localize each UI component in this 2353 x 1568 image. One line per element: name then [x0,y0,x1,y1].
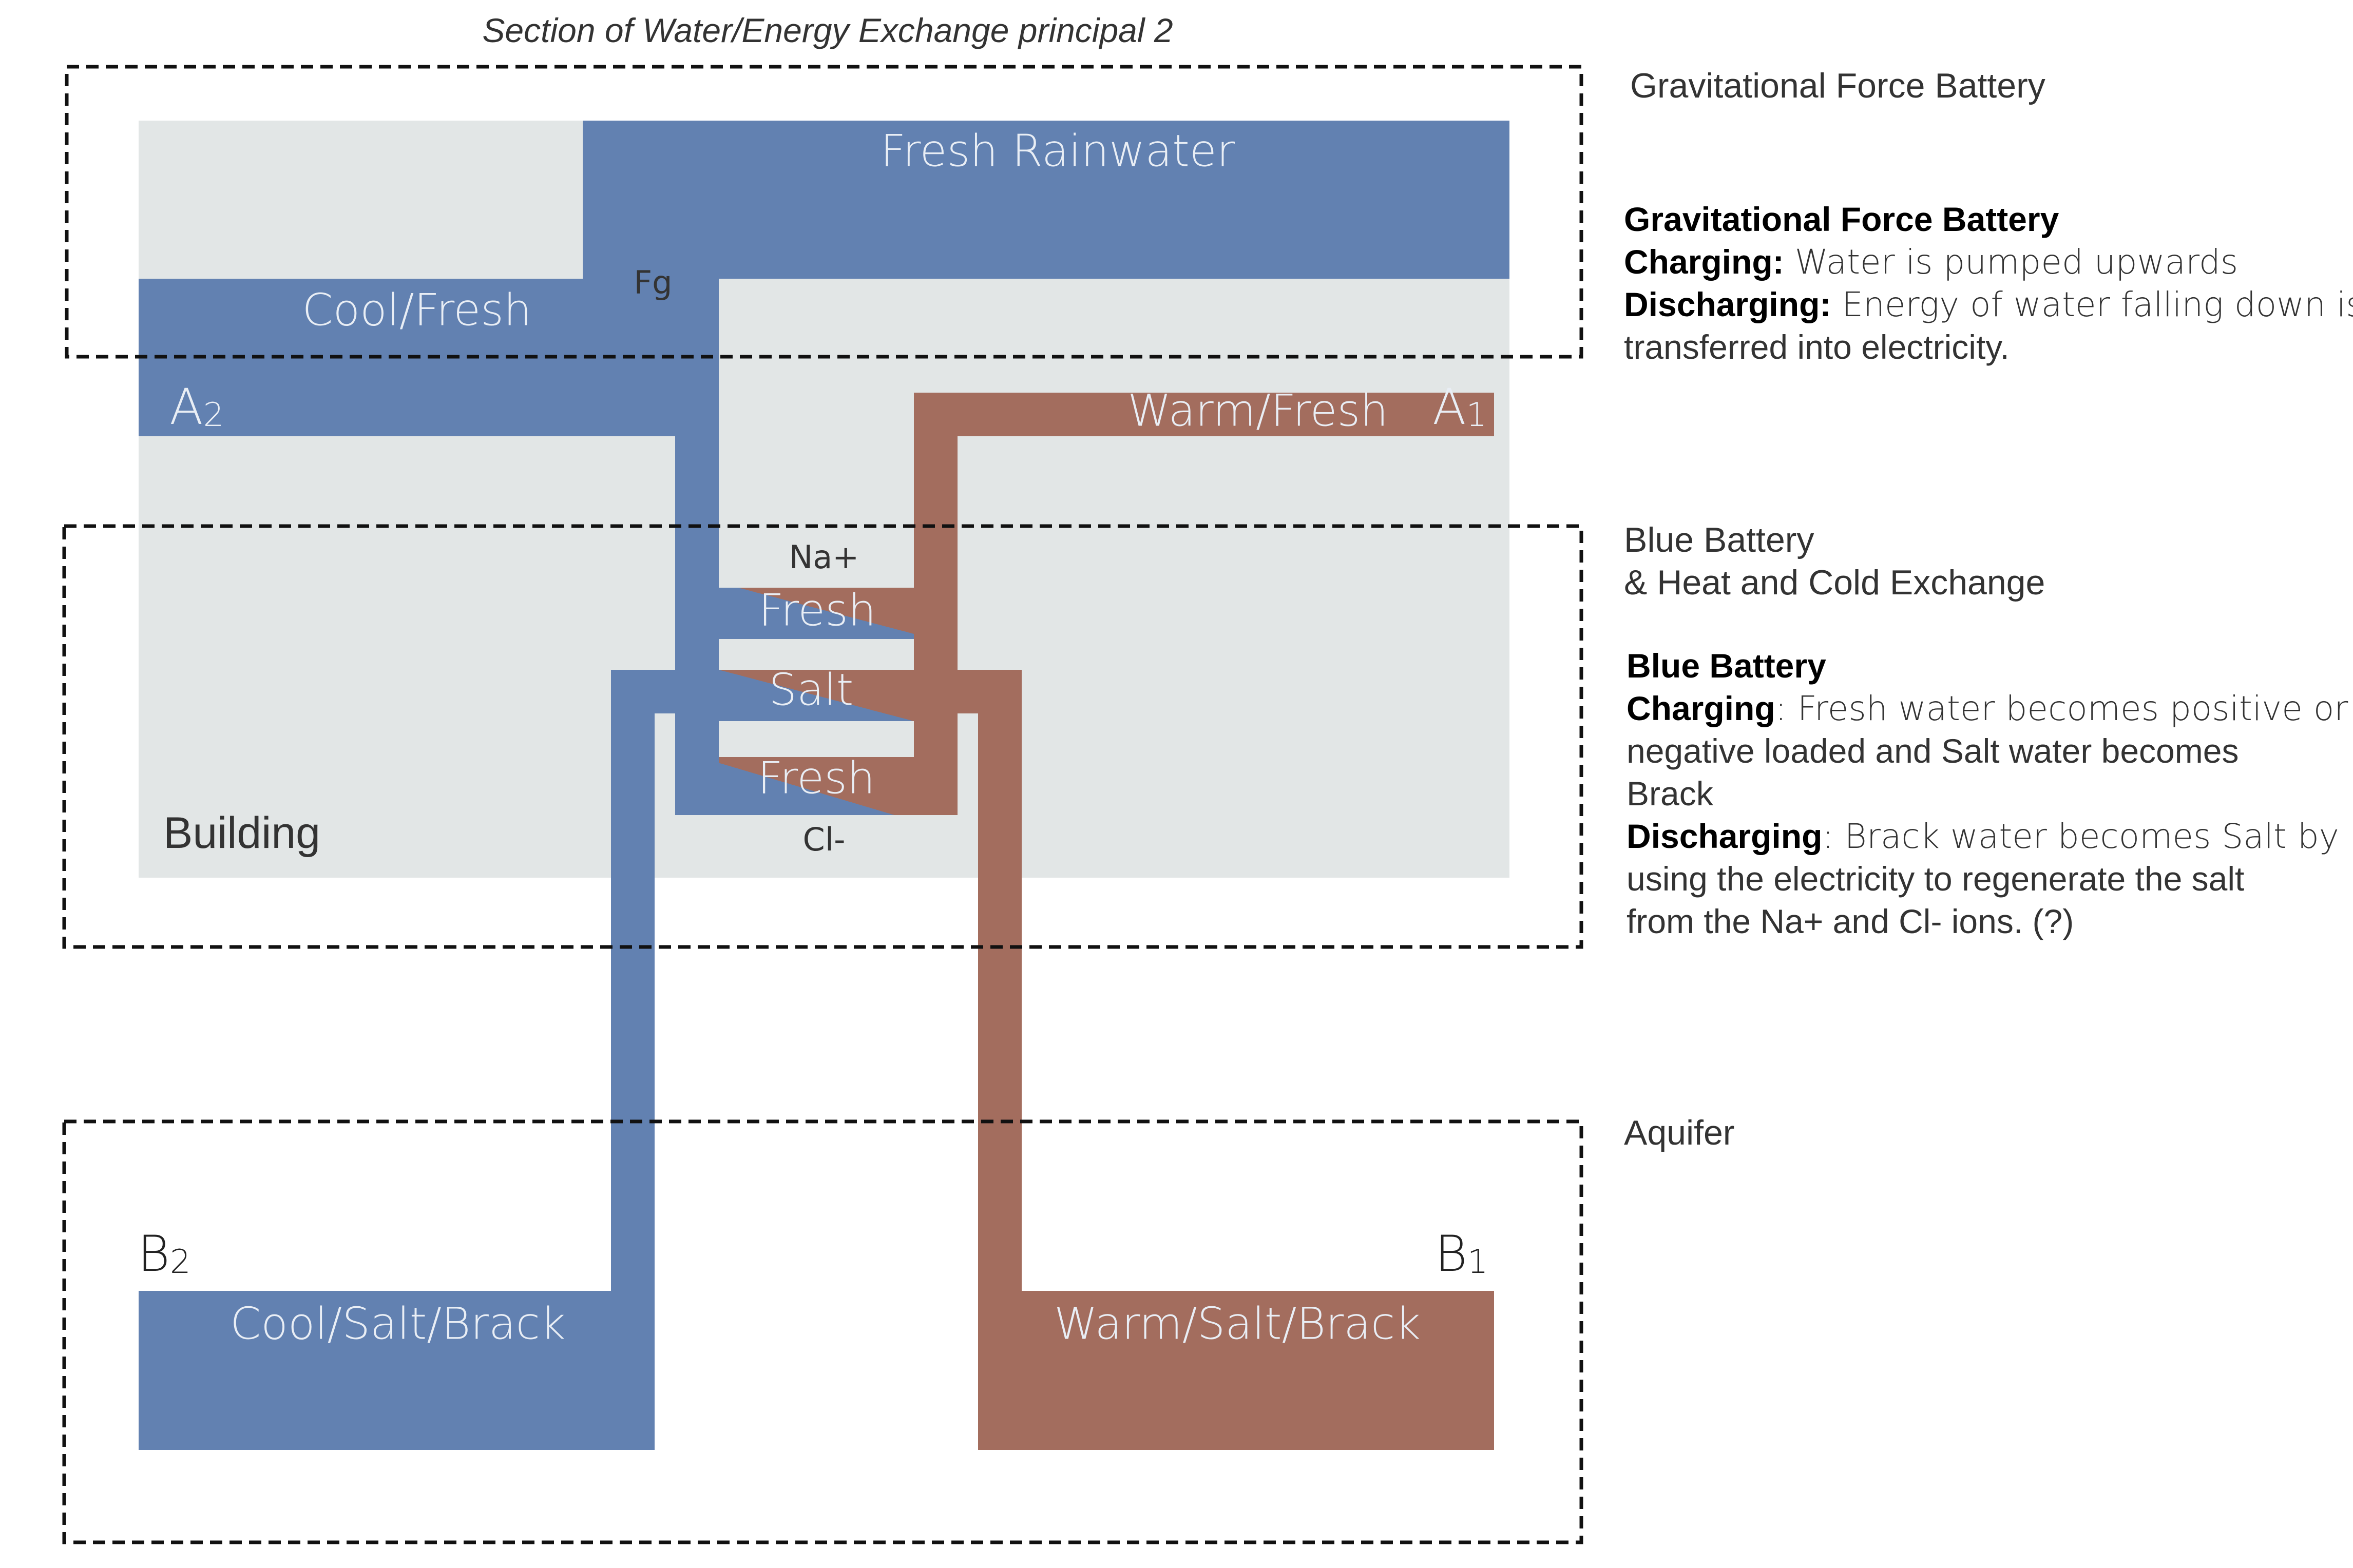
warm-salt-vertical [978,670,1022,1291]
cl-ion-label: Cl- [803,821,846,858]
warm-fresh-channel [914,393,1494,436]
blue-discharging-line-2: using the electricity to regenerate the … [1627,860,2244,898]
fresh-exchange-channel-top [719,588,914,639]
zone-label-blue-1: Blue Battery [1624,520,1814,559]
fresh-exchange-channel-bottom [719,757,914,815]
warm-salt-brack-reservoir [978,1291,1494,1450]
node-a1: A1 [1432,378,1487,436]
blue-battery-zone [62,524,1583,949]
zone-label-gravity: Gravitational Force Battery [1630,66,2045,105]
building-gap-upper [719,279,914,588]
node-a2: A2 [169,378,224,436]
cool-fresh-label: Cool/Fresh [302,285,531,336]
gravity-discharging-line-2: transferred into electricity. [1624,328,2010,366]
blue-charging-line: Charging: Fresh water becomes positive o… [1627,689,2348,728]
fresh-rainwater-label: Fresh Rainwater [881,126,1235,177]
aquifer-zone [62,1119,1583,1544]
salt-label: Salt [769,665,854,716]
blue-description-heading: Blue Battery [1627,647,1826,685]
warm-fresh-label: Warm/Fresh [1127,385,1388,437]
red-pipe-network [914,393,1494,1450]
fresh-bottom-label: Fresh [758,753,875,804]
zone-label-aquifer: Aquifer [1624,1113,1734,1152]
fg-label: Fg [634,264,672,301]
fresh-rainwater-tank [583,121,1509,279]
na-ion-label: Na+ [789,538,859,576]
gravity-discharging-line: Discharging: Energy of water falling dow… [1624,285,2353,324]
gravity-description-heading: Gravitational Force Battery [1624,200,2059,238]
cool-salt-pipe-vertical [611,670,655,1291]
node-b2: B2 [138,1225,191,1283]
blue-charging-line-3: Brack [1627,775,1714,812]
blue-charging-line-2: negative loaded and Salt water becomes [1627,732,2239,770]
cool-fresh-return [675,436,719,815]
zone-label-blue-2: & Heat and Cold Exchange [1624,563,2045,602]
blue-battery-description: Blue Battery Charging: Fresh water becom… [1627,647,2348,940]
building-label: Building [163,808,320,858]
warm-vertical-pipe [914,393,958,815]
cool-salt-brack-label: Cool/Salt/Brack [230,1299,565,1350]
blue-discharging-line: Discharging: Brack water becomes Salt by [1627,817,2339,856]
node-b1: B1 [1435,1225,1488,1283]
salt-exchange-channel [719,670,914,721]
gravity-charging-line: Charging: Water is pumped upwards [1624,242,2238,282]
fresh-top-label: Fresh [759,585,876,636]
diagram-title: Section of Water/Energy Exchange princip… [482,11,1173,49]
cool-salt-brack-reservoir [139,1291,655,1450]
warm-salt-brack-label: Warm/Salt/Brack [1054,1299,1421,1350]
blue-discharging-line-3: from the Na+ and Cl- ions. (?) [1627,902,2074,940]
blue-pipe-network [139,121,1509,1450]
gravitational-battery-zone [65,65,1583,359]
gravity-description: Gravitational Force Battery Charging: Wa… [1624,200,2353,366]
